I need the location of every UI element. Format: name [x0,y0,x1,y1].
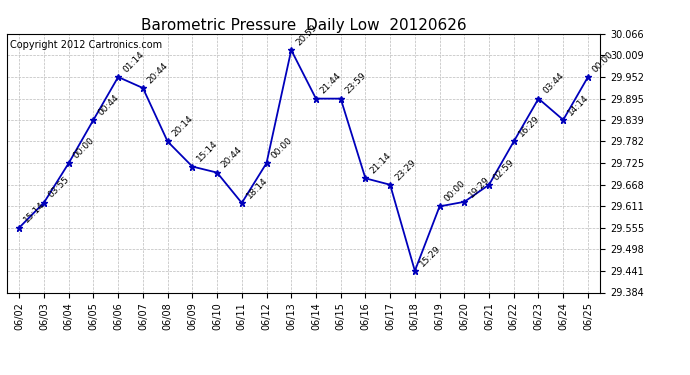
Text: 20:14: 20:14 [170,114,195,139]
Text: 19:29: 19:29 [467,174,492,199]
Text: 00:00: 00:00 [442,179,467,204]
Text: 01:14: 01:14 [121,50,146,74]
Text: 00:00: 00:00 [591,50,615,74]
Text: 14:14: 14:14 [566,93,591,117]
Text: 00:00: 00:00 [269,136,294,160]
Text: 20:44: 20:44 [146,61,170,85]
Text: 03:44: 03:44 [541,71,566,96]
Text: 00:00: 00:00 [72,136,96,160]
Title: Barometric Pressure  Daily Low  20120626: Barometric Pressure Daily Low 20120626 [141,18,466,33]
Text: 16:29: 16:29 [517,114,541,139]
Text: 20:59: 20:59 [294,23,319,47]
Text: 00:44: 00:44 [96,93,121,117]
Text: 21:14: 21:14 [368,151,393,176]
Text: 15:14: 15:14 [22,200,47,225]
Text: Copyright 2012 Cartronics.com: Copyright 2012 Cartronics.com [10,40,162,50]
Text: 03:55: 03:55 [47,175,72,200]
Text: 15:14: 15:14 [195,139,219,164]
Text: 18:14: 18:14 [244,176,269,200]
Text: 15:29: 15:29 [417,243,442,268]
Text: 21:44: 21:44 [319,72,343,96]
Text: 02:59: 02:59 [492,158,516,182]
Text: 20:44: 20:44 [220,146,244,170]
Text: 23:29: 23:29 [393,158,417,182]
Text: 23:59: 23:59 [344,71,368,96]
